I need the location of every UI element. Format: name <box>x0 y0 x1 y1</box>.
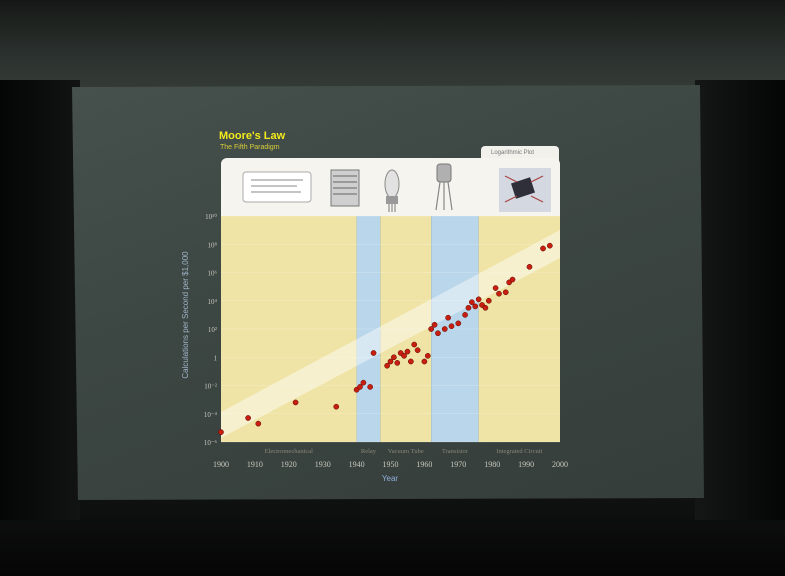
era-label-2: Vacuum Tube <box>388 448 424 455</box>
y-tick-label-1: 10⁻⁴ <box>204 411 218 419</box>
data-point-25 <box>441 326 448 332</box>
x-tick-label-2: 1920 <box>281 460 297 469</box>
x-tick-label-10: 2000 <box>552 460 568 469</box>
data-point-23 <box>431 321 438 328</box>
y-tick-label-7: 10⁸ <box>208 241 218 249</box>
era-labels: Electromechanical Relay Vacuum Tube Transis… <box>265 448 543 455</box>
era-bands <box>221 216 560 442</box>
era-band-4 <box>478 216 560 442</box>
data-points <box>218 242 553 435</box>
data-point-29 <box>462 312 468 318</box>
data-point-10 <box>384 362 390 369</box>
data-point-38 <box>496 290 502 297</box>
data-point-32 <box>472 303 479 310</box>
technology-icon-strip <box>221 158 560 216</box>
vacuum-tube-icon <box>384 169 400 212</box>
data-point-27 <box>448 323 455 330</box>
x-tick-labels: 1900 1910 1920 1930 1940 1950 1960 1970 1980 1990… <box>213 460 568 469</box>
y-tick-label-6: 10⁶ <box>208 270 218 278</box>
data-point-18 <box>411 341 418 348</box>
y-tick-label-3: 1 <box>214 354 218 362</box>
electromechanical-card-icon <box>242 171 312 203</box>
slide-tab-label: Logarithmic Plot <box>491 150 535 156</box>
y-axis-label: Calculations per Second per $1,000 <box>181 251 190 379</box>
era-label-1: Relay <box>361 448 377 455</box>
room-ceiling <box>0 0 785 95</box>
x-tick-label-7: 1970 <box>450 460 466 469</box>
slide-subtitle: The Fifth Paradigm <box>220 144 280 151</box>
data-point-42 <box>526 264 533 270</box>
data-point-11 <box>387 358 394 365</box>
data-point-13 <box>394 360 401 366</box>
data-point-6 <box>357 384 363 390</box>
y-tick-label-2: 10⁻² <box>204 383 217 391</box>
y-tick-labels: 10⁻⁶ 10⁻⁴ 10⁻² 1 10² 10⁴ 10⁶ 10⁸ 10¹⁰ <box>204 213 218 447</box>
x-tick-label-5: 1950 <box>383 460 399 469</box>
data-point-35 <box>482 304 489 311</box>
data-point-44 <box>546 242 553 249</box>
data-point-3 <box>292 399 299 406</box>
room-floor <box>0 495 785 576</box>
data-point-19 <box>414 347 421 354</box>
data-point-31 <box>469 299 475 306</box>
data-point-39 <box>502 289 509 296</box>
data-point-2 <box>255 420 262 427</box>
data-point-43 <box>540 245 546 252</box>
x-tick-label-9: 1990 <box>518 460 534 469</box>
y-tick-label-4: 10² <box>208 326 217 334</box>
slide-title: Moore's Law <box>219 130 286 142</box>
trend-band <box>221 230 560 438</box>
data-point-37 <box>492 285 499 291</box>
era-band-1 <box>356 216 381 442</box>
era-label-4: Integrated Circuit <box>496 448 542 455</box>
data-point-41 <box>509 276 516 283</box>
data-point-15 <box>401 352 407 359</box>
data-point-7 <box>360 379 367 386</box>
data-point-33 <box>475 296 482 303</box>
relay-icon <box>330 169 360 207</box>
data-point-24 <box>435 330 441 337</box>
era-label-3: Transistor <box>442 448 469 455</box>
room-right-wall <box>695 80 785 520</box>
x-tick-label-8: 1980 <box>484 460 500 469</box>
y-tick-label-8: 10¹⁰ <box>205 213 217 221</box>
x-tick-label-6: 1960 <box>416 460 432 469</box>
data-point-8 <box>367 384 374 390</box>
data-point-36 <box>485 297 492 304</box>
y-tick-label-5: 10⁴ <box>208 298 218 306</box>
data-point-21 <box>424 352 431 359</box>
data-point-16 <box>404 348 411 355</box>
era-band-2 <box>380 216 432 442</box>
x-tick-label-0: 1900 <box>213 460 229 469</box>
transistor-icon <box>435 163 453 211</box>
data-point-30 <box>465 304 472 311</box>
data-point-26 <box>445 314 451 321</box>
x-tick-label-1: 1910 <box>247 460 263 469</box>
grid-lines <box>221 215 560 443</box>
integrated-circuit-icon <box>499 168 551 212</box>
data-point-1 <box>245 415 251 421</box>
data-point-28 <box>455 320 462 327</box>
data-point-4 <box>333 403 340 410</box>
era-band-0 <box>221 216 357 442</box>
data-point-12 <box>391 354 397 361</box>
room-left-wall <box>0 80 80 520</box>
era-band-3 <box>431 216 479 442</box>
data-point-20 <box>421 358 428 365</box>
y-tick-label-0: 10⁻⁶ <box>204 439 218 447</box>
data-point-22 <box>428 326 435 332</box>
era-label-0: Electromechanical <box>265 448 314 455</box>
x-tick-label-3: 1930 <box>315 460 331 469</box>
data-point-0 <box>218 429 224 435</box>
x-tick-label-4: 1940 <box>349 460 365 469</box>
x-axis-label: Year <box>382 474 399 483</box>
data-point-9 <box>370 350 377 356</box>
data-point-17 <box>407 358 414 365</box>
